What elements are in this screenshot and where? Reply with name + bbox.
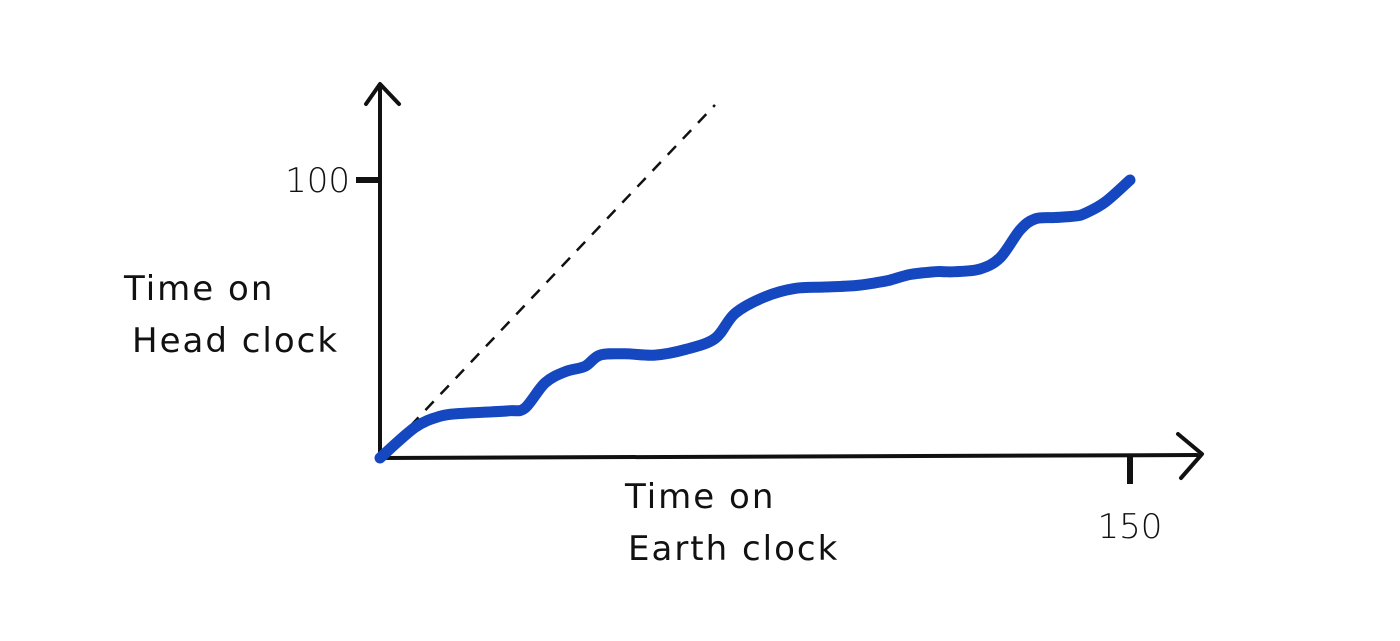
y-axis-label-line-1: Time on bbox=[123, 269, 274, 309]
x-axis-line bbox=[378, 453, 1199, 460]
axis-labels: Time on Head clock Time on Earth clock bbox=[123, 269, 839, 569]
x-axis-label-line-1: Time on bbox=[624, 477, 775, 517]
y-axis-arrowhead bbox=[364, 82, 401, 106]
axes bbox=[364, 82, 1204, 480]
reference-layer bbox=[379, 104, 716, 459]
x-axis-arrowhead bbox=[1176, 432, 1204, 480]
y-tick-label: 100 bbox=[285, 161, 350, 201]
ticks: 100 150 bbox=[285, 161, 1162, 547]
x-axis-label-line-2: Earth clock bbox=[628, 529, 839, 569]
reference-dashed-line bbox=[379, 104, 716, 459]
series-layer bbox=[374, 174, 1136, 464]
series-line bbox=[374, 174, 1136, 464]
x-tick-label: 150 bbox=[1098, 507, 1163, 547]
y-axis-label-line-2: Head clock bbox=[132, 321, 339, 361]
